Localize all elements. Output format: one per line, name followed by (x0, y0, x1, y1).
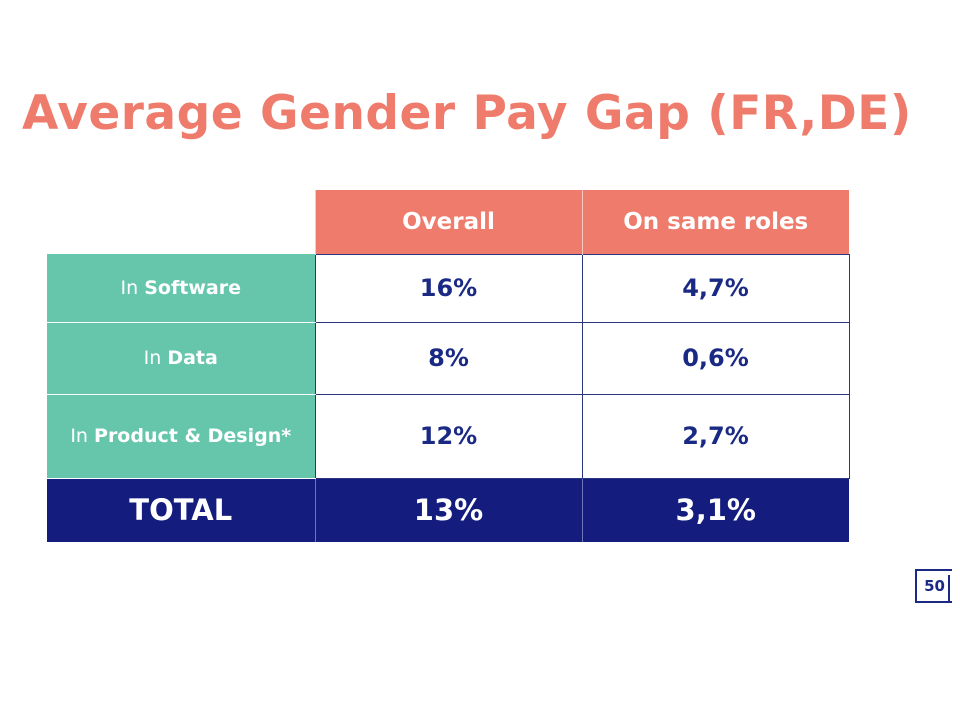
row-label-prefix: In (70, 425, 88, 447)
row-label-name: Software (144, 276, 241, 299)
total-row: TOTAL 13% 3,1% (47, 478, 849, 542)
cell-data-same-roles: 0,6% (581, 321, 850, 395)
table-row: In Product & Design* 12% 2,7% (47, 393, 850, 479)
row-label-prefix: In (120, 276, 139, 299)
cell-software-same-roles: 4,7% (581, 253, 850, 323)
table-corner (47, 190, 315, 254)
pay-gap-table: Overall On same roles In Software 16% 4,… (47, 190, 850, 542)
cell-software-overall: 16% (314, 253, 583, 323)
column-header-overall: Overall (314, 190, 582, 254)
logo-bar (948, 575, 950, 601)
cell-product-design-same-roles: 2,7% (581, 393, 850, 479)
page-title: Average Gender Pay Gap (FR,DE) (22, 86, 912, 141)
row-label-prefix: In (143, 347, 162, 369)
logo-text: 50 (924, 577, 945, 595)
total-same-roles: 3,1% (581, 478, 849, 542)
row-label-software: In Software (47, 254, 315, 323)
brand-logo: 50 (915, 569, 952, 603)
row-label-name: Data (167, 347, 218, 369)
row-label-data: In Data (47, 322, 315, 395)
table-row: In Data 8% 0,6% (47, 321, 850, 395)
column-header-same-roles: On same roles (581, 190, 849, 254)
row-label-name: Product & Design* (94, 425, 292, 447)
header-row: Overall On same roles (47, 190, 849, 254)
total-label: TOTAL (47, 478, 315, 542)
row-label-product-design: In Product & Design* (47, 394, 315, 479)
cell-product-design-overall: 12% (314, 393, 583, 479)
table-row: In Software 16% 4,7% (47, 253, 850, 323)
total-overall: 13% (314, 478, 582, 542)
cell-data-overall: 8% (314, 321, 583, 395)
